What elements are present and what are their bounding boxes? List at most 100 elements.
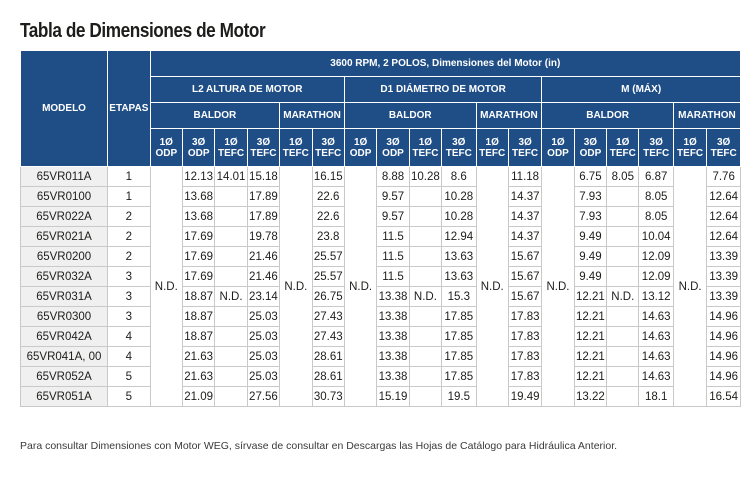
value-cell: 19.5 (441, 386, 477, 407)
stages-cell: 1 (107, 166, 151, 187)
value-cell (408, 366, 443, 387)
value-cell: 10.04 (638, 226, 674, 247)
header-brand-baldor: BALDOR (541, 102, 674, 129)
stages-cell: 4 (107, 346, 151, 367)
value-cell (214, 226, 248, 247)
stages-cell: 3 (107, 286, 151, 307)
value-cell: 15.19 (376, 386, 410, 407)
value-cell: 28.61 (311, 366, 345, 387)
value-cell: 10.28 (408, 166, 443, 187)
value-cell: 13.12 (638, 286, 674, 307)
value-cell: 6.75 (573, 166, 608, 187)
value-cell: 17.85 (441, 306, 477, 327)
value-cell: 17.89 (246, 186, 281, 207)
header-sub-col: 1Ø TEFC (408, 128, 443, 167)
value-cell: 7.76 (706, 166, 741, 187)
header-stages: ETAPAS (107, 50, 151, 167)
table-row: 65VR032A 3 17.69 21.46 25.57 11.5 13.63 15.67 9.… (19, 266, 741, 287)
value-cell: 11.18 (507, 166, 543, 187)
value-cell: 19.78 (246, 226, 281, 247)
value-cell (606, 266, 640, 287)
header-sub-col: 1Ø ODP (343, 128, 378, 167)
value-cell: 16.15 (311, 166, 345, 187)
value-cell (214, 186, 248, 207)
value-cell: 28.61 (311, 346, 345, 367)
value-cell: 30.73 (311, 386, 345, 407)
value-cell: 12.21 (573, 346, 608, 367)
value-cell (606, 226, 640, 247)
value-cell: 17.83 (507, 346, 543, 367)
value-cell (408, 246, 443, 267)
value-cell: 17.69 (181, 226, 216, 247)
header-sub-col: 1Ø TEFC (606, 128, 640, 167)
value-cell: 11.5 (376, 266, 410, 287)
header-group-m: M (MÁX) (541, 76, 741, 103)
value-cell: N.D. (606, 286, 640, 307)
model-cell: 65VR021A (19, 226, 109, 247)
value-cell: 17.89 (246, 206, 281, 227)
value-cell: N.D. (408, 286, 443, 307)
value-cell (214, 206, 248, 227)
value-cell: 25.03 (246, 346, 281, 367)
value-cell (606, 306, 640, 327)
header-sub-col: 1Ø ODP (541, 128, 575, 167)
header-sub-col: 3Ø TEFC (706, 128, 741, 167)
model-cell: 65VR022A (19, 206, 109, 227)
dimensions-table: MODELO ETAPAS 3600 RPM, 2 POLOS, Dimensi… (19, 50, 742, 407)
value-cell (408, 346, 443, 367)
value-cell: 17.83 (507, 366, 543, 387)
value-cell (606, 186, 640, 207)
value-cell: 15.3 (441, 286, 477, 307)
model-cell: 65VR052A (19, 366, 109, 387)
header-sub-col: 3Ø TEFC (638, 128, 674, 167)
value-cell: 25.03 (246, 326, 281, 347)
value-cell: 13.68 (181, 186, 216, 207)
header-sub-col: 3Ø ODP (181, 128, 216, 167)
value-cell: 13.39 (706, 286, 741, 307)
table-row: 65VR022A 2 13.68 17.89 22.6 9.57 10.28 14.37 7.9… (19, 206, 741, 227)
value-cell (606, 366, 640, 387)
header-sub-col: 1Ø TEFC (214, 128, 248, 167)
stages-cell: 4 (107, 326, 151, 347)
value-cell: 10.28 (441, 186, 477, 207)
value-cell: 22.6 (311, 186, 345, 207)
value-cell: 7.93 (573, 186, 608, 207)
header-sub-col: 1Ø ODP (149, 128, 183, 167)
header-brand-baldor: BALDOR (149, 102, 281, 129)
table-row: 65VR0300 3 18.87 25.03 27.43 13.38 17.85 17.83 1… (19, 306, 741, 327)
header-sub-col: 1Ø TEFC (279, 128, 313, 167)
value-cell: 14.63 (638, 346, 674, 367)
header-sub-row: 1Ø ODP 3Ø ODP 1Ø TEFC 3Ø TEFC 1Ø TEFC 3Ø TEFC 1Ø ODP 3… (21, 128, 741, 167)
value-cell: 9.57 (376, 186, 410, 207)
value-cell: 23.8 (311, 226, 345, 247)
value-cell: 8.88 (376, 166, 410, 187)
value-cell: 10.28 (441, 206, 477, 227)
value-cell: 15.18 (246, 166, 281, 187)
model-cell: 65VR042A (19, 326, 109, 347)
stages-cell: 5 (107, 386, 151, 407)
header-group-l2: L2 ALTURA DE MOTOR (149, 76, 345, 103)
value-cell: 13.63 (441, 266, 477, 287)
header-sub-col: 3Ø ODP (376, 128, 410, 167)
model-cell: 65VR032A (19, 266, 109, 287)
value-cell: 27.43 (311, 306, 345, 327)
value-cell (214, 246, 248, 267)
value-cell: 8.05 (638, 186, 674, 207)
value-cell: 15.67 (507, 266, 543, 287)
value-cell: 27.43 (311, 326, 345, 347)
header-brand-marathon: MARATHON (279, 102, 345, 129)
value-cell: 13.38 (376, 366, 410, 387)
value-cell: 18.87 (181, 326, 216, 347)
header-sub-col: 3Ø TEFC (246, 128, 281, 167)
value-cell: 14.96 (706, 326, 741, 347)
value-cell: 12.21 (573, 306, 608, 327)
value-cell: 21.09 (181, 386, 216, 407)
table-body: 65VR011A 1 N.D. 12.13 14.01 15.18 N.D. 16.15 N.D… (19, 166, 741, 407)
value-cell (408, 326, 443, 347)
na-cell: N.D. (475, 166, 509, 407)
value-cell: 25.57 (311, 266, 345, 287)
value-cell: 12.13 (181, 166, 216, 187)
value-cell: 13.38 (376, 346, 410, 367)
header-group-d1: D1 DIÁMETRO DE MOTOR (343, 76, 543, 103)
